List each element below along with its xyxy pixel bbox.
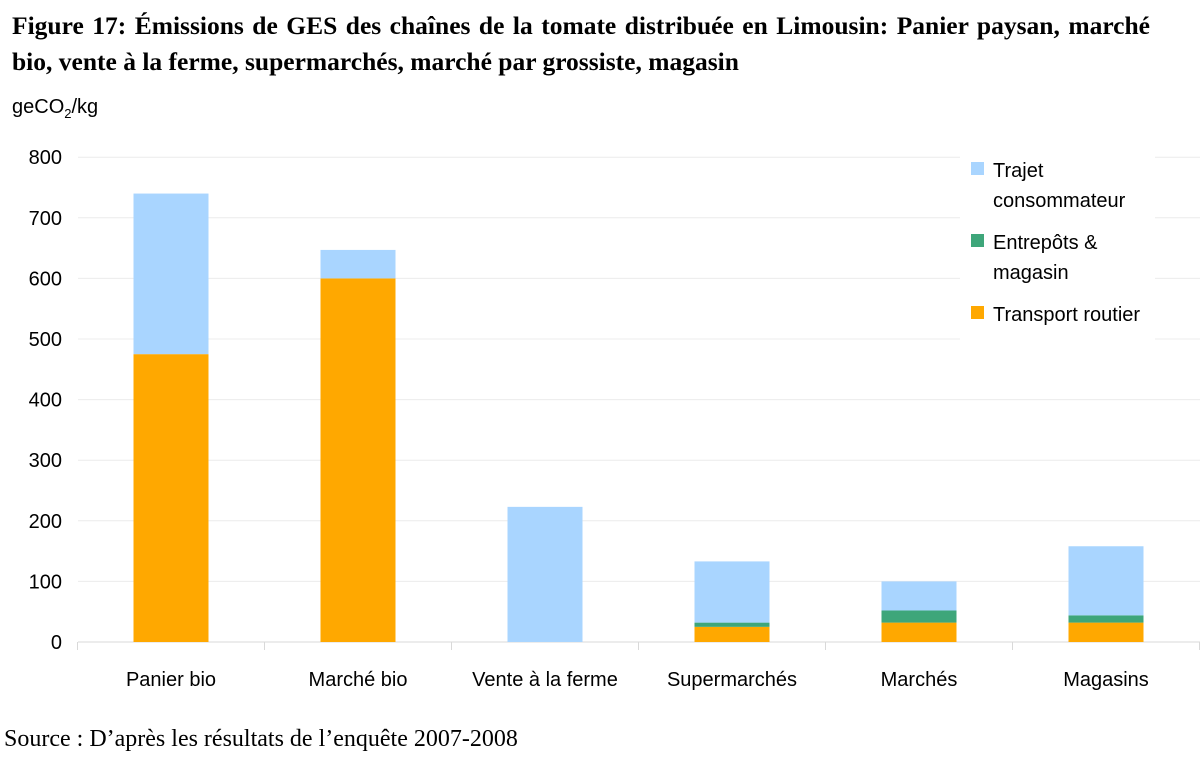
y-axis-label-subscript: 2 (64, 106, 72, 121)
bar-segment (1068, 615, 1144, 623)
bar-segment (881, 622, 957, 642)
figure-title: Figure 17: Émissions de GES des chaînes … (12, 11, 1150, 76)
stacked-bar-chart: 0 100 200 300 400 500 600 700 800 Panier bio March… (29, 147, 1200, 691)
x-tick-label: Magasins (1063, 669, 1149, 691)
legend-box (960, 150, 1155, 340)
legend-swatch (971, 306, 984, 319)
y-tick-label: 400 (29, 390, 62, 412)
bar-segment (320, 249, 396, 279)
bar-segment (694, 622, 770, 627)
legend-label: magasin (993, 262, 1069, 284)
x-tick-label: Supermarchés (667, 669, 797, 691)
source-note: Source : D’après les résultats de l’enqu… (4, 726, 518, 752)
bar-segment (881, 581, 957, 611)
legend-swatch (971, 234, 984, 247)
y-tick-label: 800 (29, 147, 62, 169)
bar-segment (1068, 622, 1144, 642)
y-tick-label: 0 (51, 632, 62, 654)
legend-label: Entrepôts & (993, 232, 1098, 254)
y-tick-label: 700 (29, 208, 62, 230)
y-axis-label-main: geCO (12, 96, 65, 118)
bar-segment (881, 610, 957, 623)
legend-swatch (971, 162, 984, 175)
x-tick-label: Marché bio (309, 669, 408, 691)
y-tick-label: 300 (29, 450, 62, 472)
bar-segment (1068, 546, 1144, 616)
bar-segment (507, 506, 583, 642)
bar-segment (133, 193, 209, 355)
bar-segment (694, 561, 770, 623)
bar-segment (320, 278, 396, 642)
y-axis-label: geCO2/kg (12, 96, 98, 121)
legend-label: Trajet (993, 160, 1044, 182)
legend-label: consommateur (993, 190, 1126, 212)
bar-segment (133, 354, 209, 642)
bar-segment (694, 626, 770, 642)
x-tick-label: Panier bio (126, 669, 216, 691)
y-axis-label-unit: /kg (71, 96, 99, 118)
y-tick-label: 600 (29, 268, 62, 290)
x-tick-label: Vente à la ferme (472, 669, 618, 691)
y-tick-label: 500 (29, 329, 62, 351)
y-tick-label: 200 (29, 511, 62, 533)
legend-label: Transport routier (993, 304, 1140, 326)
y-tick-label: 100 (29, 571, 62, 593)
x-tick-label: Marchés (881, 669, 958, 691)
